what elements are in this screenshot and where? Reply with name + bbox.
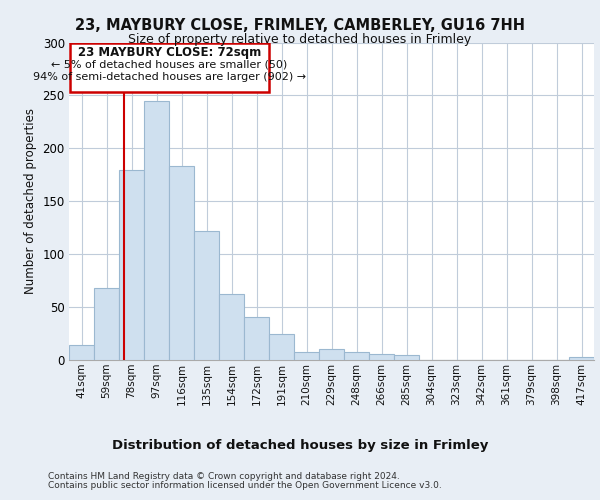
- Text: Distribution of detached houses by size in Frimley: Distribution of detached houses by size …: [112, 440, 488, 452]
- Text: Contains public sector information licensed under the Open Government Licence v3: Contains public sector information licen…: [48, 481, 442, 490]
- Bar: [194, 231, 219, 360]
- Text: ← 5% of detached houses are smaller (50): ← 5% of detached houses are smaller (50): [51, 60, 287, 70]
- Bar: [69, 345, 94, 360]
- Bar: [294, 352, 319, 360]
- Bar: [394, 354, 419, 360]
- Bar: [144, 100, 169, 360]
- Text: 23, MAYBURY CLOSE, FRIMLEY, CAMBERLEY, GU16 7HH: 23, MAYBURY CLOSE, FRIMLEY, CAMBERLEY, G…: [75, 18, 525, 32]
- FancyBboxPatch shape: [70, 42, 269, 92]
- Bar: [219, 294, 244, 360]
- Bar: [319, 350, 344, 360]
- Text: Contains HM Land Registry data © Crown copyright and database right 2024.: Contains HM Land Registry data © Crown c…: [48, 472, 400, 481]
- Bar: [569, 357, 594, 360]
- Bar: [169, 166, 194, 360]
- Bar: [369, 354, 394, 360]
- Bar: [94, 288, 119, 360]
- Bar: [119, 170, 144, 360]
- Y-axis label: Number of detached properties: Number of detached properties: [24, 108, 37, 294]
- Text: 94% of semi-detached houses are larger (902) →: 94% of semi-detached houses are larger (…: [32, 72, 306, 82]
- Bar: [344, 352, 369, 360]
- Bar: [269, 334, 294, 360]
- Text: Size of property relative to detached houses in Frimley: Size of property relative to detached ho…: [128, 32, 472, 46]
- Bar: [244, 316, 269, 360]
- Text: 23 MAYBURY CLOSE: 72sqm: 23 MAYBURY CLOSE: 72sqm: [77, 46, 261, 59]
